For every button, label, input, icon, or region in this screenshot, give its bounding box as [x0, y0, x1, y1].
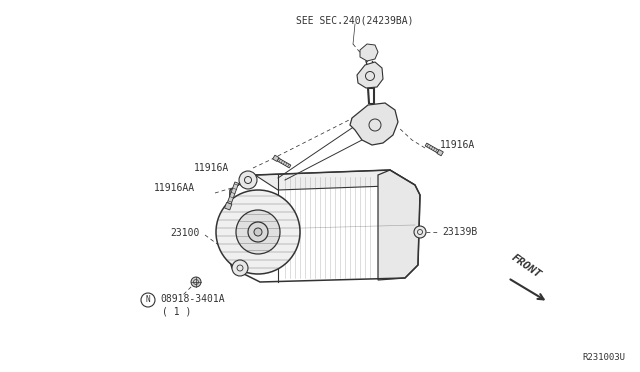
- Circle shape: [248, 222, 268, 242]
- Circle shape: [254, 228, 262, 236]
- Polygon shape: [350, 103, 398, 145]
- Polygon shape: [277, 158, 291, 168]
- Polygon shape: [227, 182, 239, 204]
- Text: 11916A: 11916A: [440, 140, 476, 150]
- Circle shape: [216, 190, 300, 274]
- Circle shape: [191, 277, 201, 287]
- Text: 23100: 23100: [171, 228, 200, 238]
- Text: 11916A: 11916A: [194, 163, 229, 173]
- Text: 11916AA: 11916AA: [154, 183, 195, 193]
- Circle shape: [236, 210, 280, 254]
- Polygon shape: [225, 202, 232, 210]
- Polygon shape: [255, 170, 415, 190]
- Polygon shape: [360, 44, 378, 61]
- Text: N: N: [146, 295, 150, 305]
- Circle shape: [239, 171, 257, 189]
- Polygon shape: [425, 143, 439, 153]
- Text: FRONT: FRONT: [510, 253, 543, 280]
- Text: ( 1 ): ( 1 ): [162, 306, 191, 316]
- Circle shape: [232, 260, 248, 276]
- Text: SEE SEC.240(24239BA): SEE SEC.240(24239BA): [296, 15, 413, 25]
- Text: R231003U: R231003U: [582, 353, 625, 362]
- Polygon shape: [357, 62, 383, 88]
- Text: 23139B: 23139B: [442, 227, 477, 237]
- Text: 08918-3401A: 08918-3401A: [160, 294, 225, 304]
- Polygon shape: [378, 170, 420, 280]
- Polygon shape: [437, 150, 444, 156]
- Polygon shape: [273, 155, 279, 161]
- Circle shape: [414, 226, 426, 238]
